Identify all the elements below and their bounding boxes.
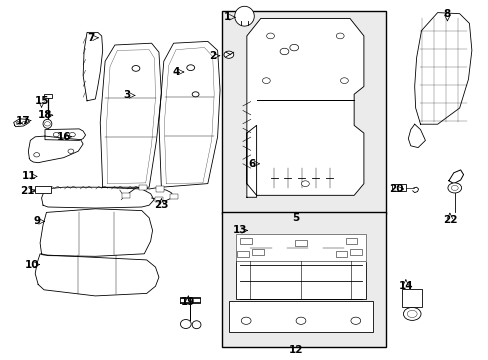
Bar [295,240,306,246]
Text: 13: 13 [232,225,246,235]
Polygon shape [28,136,83,163]
Bar [240,238,251,244]
Circle shape [69,132,75,137]
Ellipse shape [234,6,254,26]
Text: 22: 22 [442,215,456,225]
Circle shape [447,183,461,193]
Bar [236,261,365,299]
Text: 18: 18 [38,110,52,120]
Bar [345,238,357,244]
Circle shape [450,185,457,190]
Text: 21: 21 [20,186,34,196]
Text: 12: 12 [288,345,303,355]
Polygon shape [100,43,161,187]
Bar [335,251,346,257]
Polygon shape [40,209,152,256]
Text: 16: 16 [56,132,71,142]
Circle shape [336,33,344,39]
Text: 9: 9 [33,216,40,226]
Bar [401,289,422,307]
Text: 7: 7 [86,33,94,43]
Text: 2: 2 [209,51,216,61]
Text: 1: 1 [224,12,230,22]
Text: 19: 19 [181,297,195,307]
Polygon shape [14,119,29,127]
Circle shape [224,51,233,58]
Ellipse shape [180,320,191,328]
Polygon shape [45,129,85,140]
Bar [35,186,51,193]
Ellipse shape [192,321,201,329]
Circle shape [266,33,274,39]
Circle shape [296,317,305,324]
Bar [349,249,361,255]
Polygon shape [407,124,425,148]
Text: 11: 11 [22,171,37,181]
Polygon shape [83,32,102,101]
Text: 3: 3 [123,90,130,100]
Circle shape [403,307,420,320]
Circle shape [68,149,74,153]
Circle shape [407,310,416,318]
Circle shape [16,121,21,125]
Text: 4: 4 [172,67,180,77]
Bar [251,249,263,255]
Ellipse shape [43,120,52,129]
Polygon shape [414,13,471,124]
Text: 8: 8 [443,9,450,19]
Text: 17: 17 [16,116,31,126]
Circle shape [192,92,199,97]
Circle shape [280,48,288,55]
Circle shape [241,317,250,324]
Circle shape [53,132,59,137]
Bar [155,197,163,202]
Text: 10: 10 [24,260,39,270]
Bar [222,212,386,347]
Bar [156,186,164,192]
Bar [228,301,372,332]
Polygon shape [159,41,220,187]
Circle shape [289,44,298,51]
Text: 15: 15 [34,96,49,106]
Bar [169,194,177,199]
Text: 6: 6 [248,159,255,169]
Circle shape [22,121,27,125]
Text: 14: 14 [398,281,412,291]
Polygon shape [41,187,154,208]
Circle shape [132,66,140,71]
Circle shape [340,78,347,84]
Bar [139,185,146,190]
Circle shape [262,78,270,84]
Circle shape [44,122,50,126]
Bar [391,184,405,191]
Bar [222,11,386,214]
Polygon shape [246,18,363,197]
Text: 5: 5 [292,213,299,223]
Circle shape [301,181,308,186]
Bar [237,251,249,257]
Bar [122,193,130,198]
Text: 23: 23 [154,200,168,210]
Polygon shape [236,234,365,261]
Circle shape [186,65,194,71]
Polygon shape [35,254,159,296]
Polygon shape [180,297,199,303]
Text: 20: 20 [388,184,403,194]
Circle shape [34,153,40,157]
Circle shape [350,317,360,324]
Bar [44,94,52,98]
